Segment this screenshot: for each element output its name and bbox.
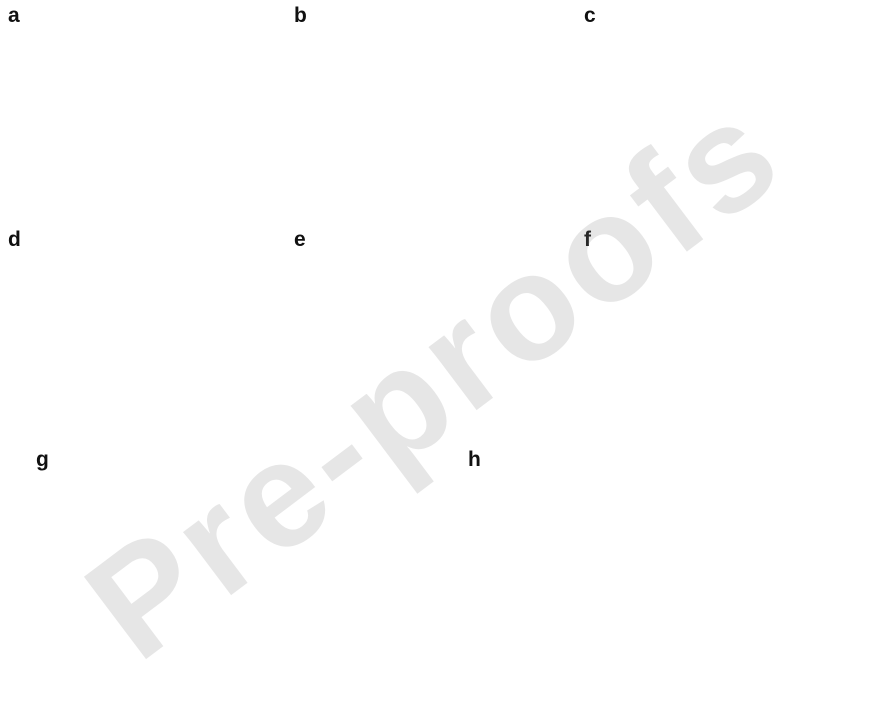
panel-letter-c: c [584, 4, 596, 27]
panel-b: b [292, 4, 578, 226]
panel-letter-f: f [584, 228, 591, 251]
panel-d: d [6, 228, 288, 450]
chart-diffusion-logd [582, 232, 870, 450]
chart-log-peak-current [292, 8, 578, 226]
chart-nyquist-eis [6, 232, 288, 450]
panel-letter-g: g [36, 448, 49, 471]
panel-letter-h: h [468, 448, 481, 471]
panel-f: f [582, 228, 870, 450]
panel-h: h [440, 448, 868, 720]
panel-letter-d: d [8, 228, 21, 251]
panel-letter-b: b [294, 4, 307, 27]
panel-letter-e: e [294, 228, 306, 251]
panel-letter-a: a [8, 4, 20, 27]
panel-e: e [292, 228, 578, 450]
panel-g: g [8, 448, 438, 720]
chart-gitt-potential [292, 232, 578, 450]
panel-a: a [6, 4, 288, 226]
chart-contribution-ratio-bars [582, 8, 870, 226]
chart-rest-retention-vo2 [440, 452, 868, 720]
chart-cv-curves [6, 8, 288, 226]
panel-c: c [582, 4, 870, 226]
chart-rest-retention-vo2-ti3c2tx [8, 452, 438, 720]
